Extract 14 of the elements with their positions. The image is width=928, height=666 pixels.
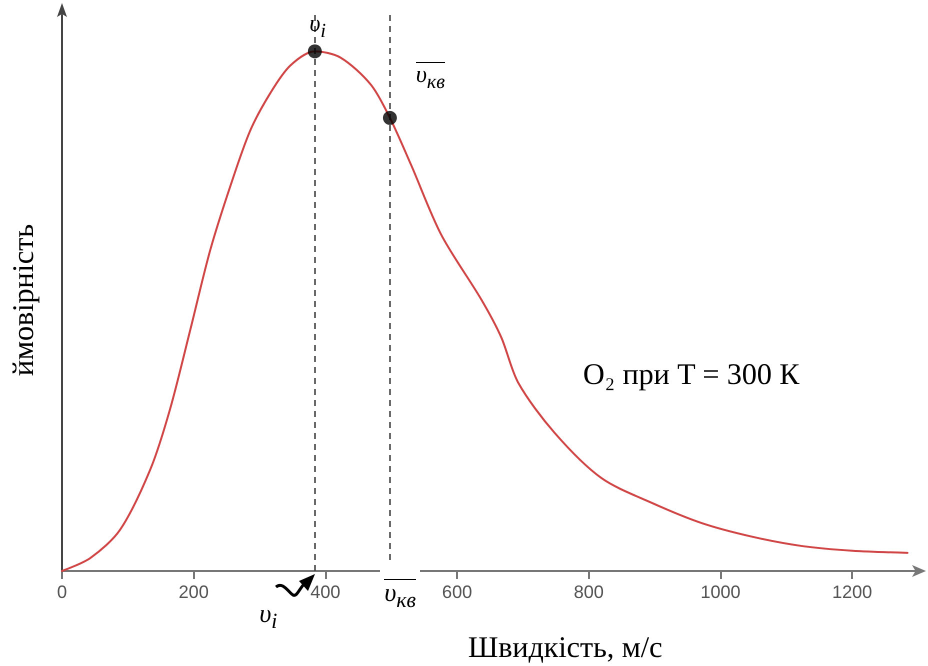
x-tick-label: 200 [178,582,209,602]
x-tick-label: 1200 [832,582,872,602]
annotation: O₂ при T = 300 К [583,358,800,392]
x-tick-label: 1000 [700,582,740,602]
x-tick-label: 800 [574,582,604,602]
ref-line-label: υ$_{кв}$ [384,578,416,612]
y-axis-title: ймовірність [7,224,42,376]
x-tick-label: 400 [310,582,340,602]
x-axis-title: Швидкість, м/с [468,631,662,665]
annotation: υ$_{i}$ [309,10,326,43]
x-tick-label: 0 [56,582,68,602]
x-tick-label: 600 [442,582,472,602]
annotation: υ$_{кв}$ [416,62,445,93]
ref-line-label: υ$_{i}$ [259,598,278,634]
